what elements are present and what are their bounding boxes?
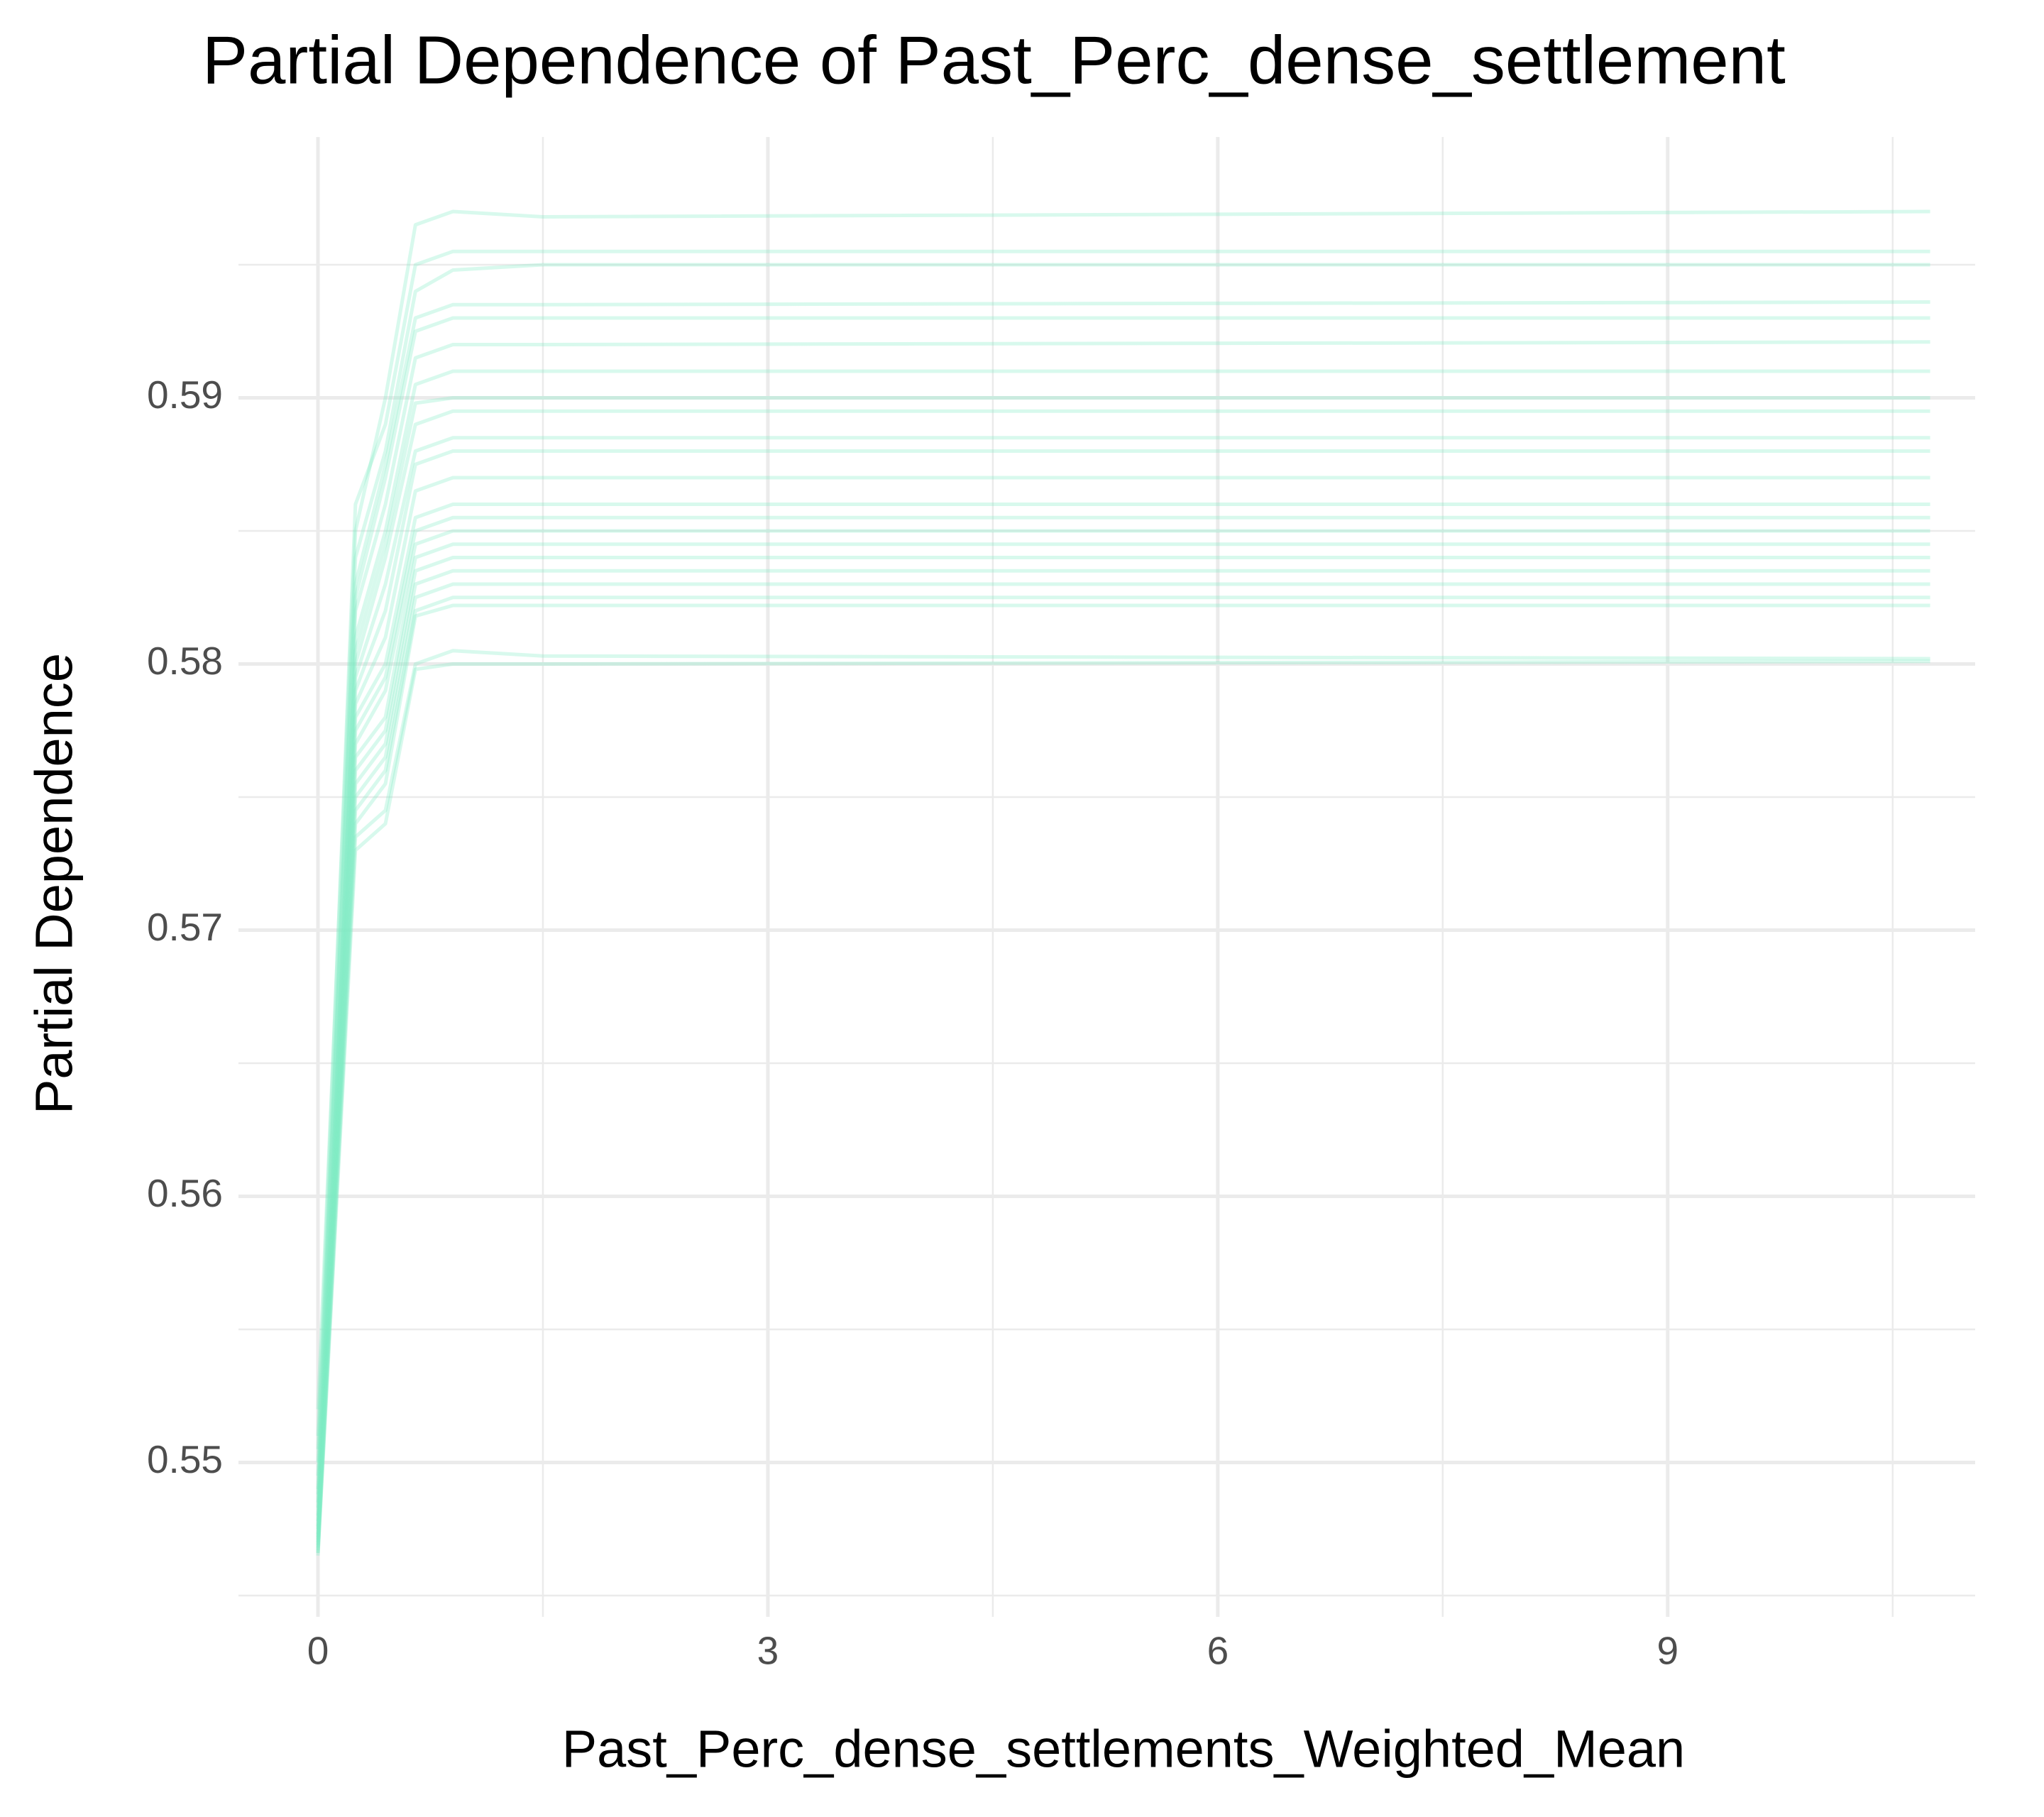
y-tick-label: 0.56 (147, 1171, 223, 1215)
ice-line (316, 340, 1930, 1490)
ice-line (316, 569, 1930, 1545)
x-tick-label: 0 (307, 1629, 329, 1673)
ice-line (316, 476, 1930, 1527)
ice-line (316, 503, 1930, 1530)
x-tick-label: 3 (757, 1629, 779, 1673)
y-tick-label: 0.55 (147, 1437, 223, 1481)
ice-line (316, 649, 1930, 1554)
ice-line (316, 449, 1930, 1522)
y-tick-label: 0.57 (147, 905, 223, 949)
ice-line (316, 603, 1930, 1554)
y-tick-label: 0.59 (147, 373, 223, 417)
x-axis-title: Past_Perc_dense_settlements_Weighted_Mea… (562, 1720, 1685, 1779)
ice-line (316, 249, 1930, 1437)
x-tick-label: 9 (1657, 1629, 1679, 1673)
ice-line (316, 595, 1930, 1551)
x-tick-label: 6 (1207, 1629, 1229, 1673)
ice-line (316, 369, 1930, 1495)
ice-line (316, 515, 1930, 1535)
ice-line (316, 263, 1930, 1449)
y-tick-label: 0.58 (147, 639, 223, 683)
ice-line (316, 300, 1930, 1463)
ice-line (316, 409, 1930, 1508)
ice-line (316, 556, 1930, 1543)
y-axis-title: Partial Dependence (25, 653, 84, 1114)
ice-line (316, 209, 1930, 1410)
chart-title: Partial Dependence of Past_Perc_dense_se… (202, 22, 1786, 98)
ice-line (316, 316, 1930, 1476)
ice-line (316, 436, 1930, 1516)
ice-line (316, 582, 1930, 1548)
ice-line (316, 529, 1930, 1537)
ice-line (316, 542, 1930, 1540)
ice-line (316, 396, 1930, 1503)
ice-line (316, 659, 1930, 1556)
